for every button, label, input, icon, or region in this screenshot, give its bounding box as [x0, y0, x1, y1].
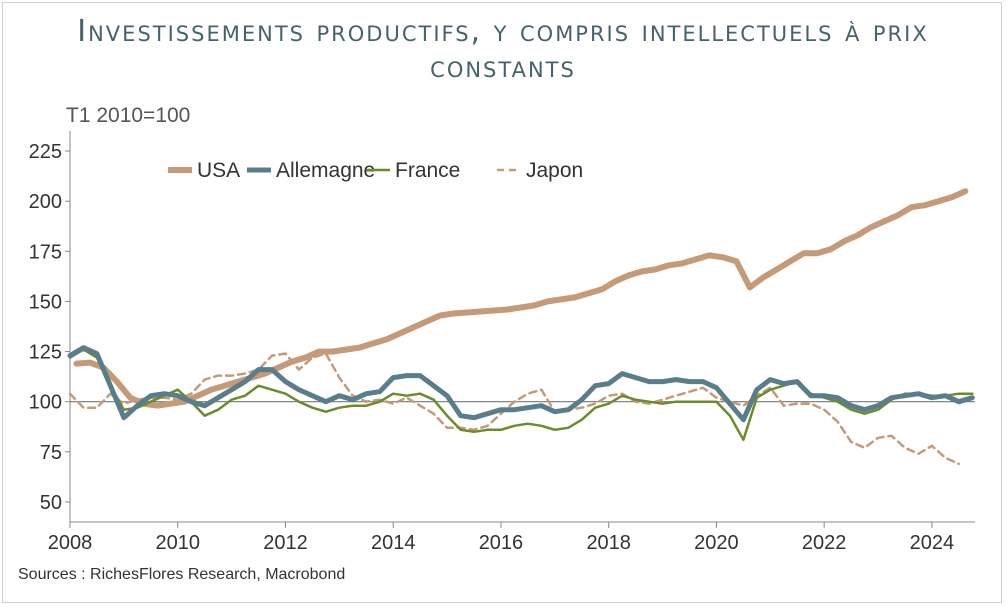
legend-label-usa: USA	[197, 159, 240, 182]
x-tick-label: 2010	[155, 532, 200, 554]
legend-label-japon: Japon	[526, 159, 583, 182]
y-tick-label: 225	[29, 141, 62, 163]
x-tick-label: 2022	[802, 532, 847, 554]
y-tick-label: 150	[29, 291, 62, 313]
y-tick-label: 100	[29, 392, 62, 414]
x-tick-label: 2014	[371, 532, 416, 554]
x-tick-label: 2012	[263, 532, 308, 554]
chart-title: Investissements productifs, y compris in…	[77, 14, 929, 85]
y-tick-label: 125	[29, 342, 62, 364]
x-tick-label: 2018	[586, 532, 631, 554]
series-line-allemagne	[67, 345, 975, 423]
x-tick-label: 2008	[48, 532, 93, 554]
y-tick-label: 50	[40, 492, 62, 514]
x-tick-label: 2016	[479, 532, 524, 554]
series-line-japon	[68, 352, 961, 466]
series-line-usa	[73, 188, 969, 409]
legend-label-france: France	[395, 159, 460, 182]
x-tick-label: 2024	[910, 532, 955, 554]
y-tick-label: 175	[29, 241, 62, 263]
source-note: Sources : RichesFlores Research, Macrobo…	[18, 566, 346, 583]
y-tick-label: 75	[40, 442, 62, 464]
y-axis-unit-label: T1 2010=100	[66, 104, 191, 127]
y-tick-label: 200	[29, 191, 62, 213]
legend-label-allemagne: Allemagne	[276, 159, 375, 182]
x-tick-label: 2020	[694, 532, 739, 554]
